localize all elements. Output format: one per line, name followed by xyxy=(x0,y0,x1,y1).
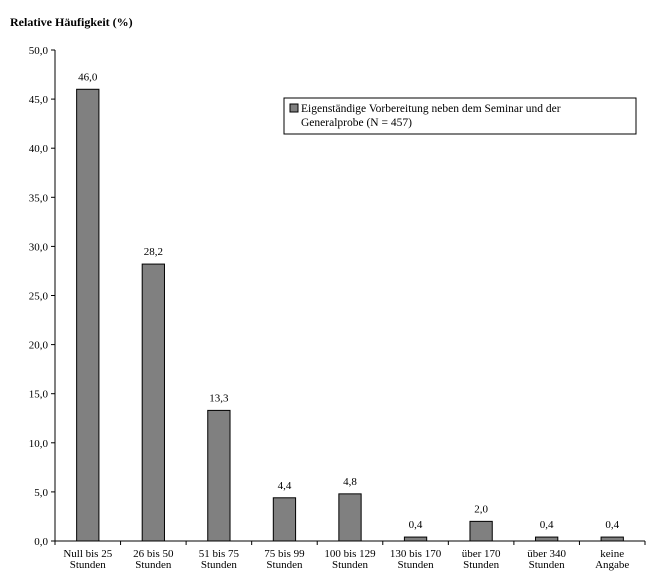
y-tick-label: 45,0 xyxy=(29,94,49,106)
x-category-label: Stunden xyxy=(332,559,369,571)
y-tick-label: 20,0 xyxy=(29,340,49,352)
bar xyxy=(141,263,165,542)
legend: Eigenständige Vorbereitung neben dem Sem… xyxy=(283,97,637,135)
bar-value-label: 46,0 xyxy=(78,71,98,83)
bar-value-label: 4,4 xyxy=(278,480,292,492)
x-category-label: Stunden xyxy=(529,559,566,571)
x-category-label: Stunden xyxy=(463,559,500,571)
bar xyxy=(469,520,493,542)
legend-box xyxy=(283,97,637,135)
x-category-label: Stunden xyxy=(70,559,107,571)
bar xyxy=(338,493,362,542)
y-tick-label: 35,0 xyxy=(29,192,49,204)
bar xyxy=(403,536,428,542)
y-axis-title: Relative Häufigkeit (%) xyxy=(10,15,133,29)
x-category-label: über 170 xyxy=(462,548,501,560)
x-category-label: 26 bis 50 xyxy=(133,548,174,560)
bar xyxy=(207,409,231,542)
x-category-label: 130 bis 170 xyxy=(390,548,442,560)
y-tick-label: 30,0 xyxy=(29,241,49,253)
x-category-label: Stunden xyxy=(135,559,172,571)
x-category-label: über 340 xyxy=(527,548,566,560)
bar-value-label: 4,8 xyxy=(343,476,357,488)
y-tick-label: 25,0 xyxy=(29,291,49,303)
legend-label-line-1: Eigenständige Vorbereitung neben dem Sem… xyxy=(301,103,561,115)
x-category-label: Null bis 25 xyxy=(63,548,112,560)
x-category-label: 51 bis 75 xyxy=(199,548,240,560)
legend-label-line-2: Generalprobe (N = 457) xyxy=(301,117,412,129)
x-category-label: Stunden xyxy=(201,559,238,571)
bar-value-label: 28,2 xyxy=(144,246,163,258)
bar-value-label: 2,0 xyxy=(474,503,488,515)
bar-value-label: 0,4 xyxy=(409,519,423,531)
x-category-label: Stunden xyxy=(398,559,435,571)
x-category-label: 75 bis 99 xyxy=(264,548,305,560)
y-tick-label: 40,0 xyxy=(29,143,49,155)
y-tick-label: 50,0 xyxy=(29,45,49,57)
y-tick-label: 0,0 xyxy=(34,536,48,548)
bar xyxy=(76,88,100,542)
data-labels: 46,0 28,2 13,3 4,4 4,8 0,4 2,0 0,4 0,4 xyxy=(78,71,619,531)
y-tick-label: 15,0 xyxy=(29,389,49,401)
axes: 0,0 5,0 10,0 15,0 20,0 25,0 30,0 35,0 40,0 45,0 50… xyxy=(29,45,646,571)
x-category-label: Angabe xyxy=(595,559,629,571)
bar-value-label: 0,4 xyxy=(605,519,619,531)
x-category-label: 100 bis 129 xyxy=(324,548,376,560)
y-tick-label: 5,0 xyxy=(34,487,48,499)
bar xyxy=(272,497,297,542)
legend-swatch xyxy=(289,103,299,113)
y-tick-label: 10,0 xyxy=(29,438,49,450)
bar-value-label: 0,4 xyxy=(540,519,554,531)
x-category-label: keine xyxy=(600,548,624,560)
bar-value-label: 13,3 xyxy=(209,392,229,404)
bar xyxy=(600,536,624,542)
bars xyxy=(76,88,624,542)
bar xyxy=(535,536,559,542)
x-category-label: Stunden xyxy=(266,559,303,571)
